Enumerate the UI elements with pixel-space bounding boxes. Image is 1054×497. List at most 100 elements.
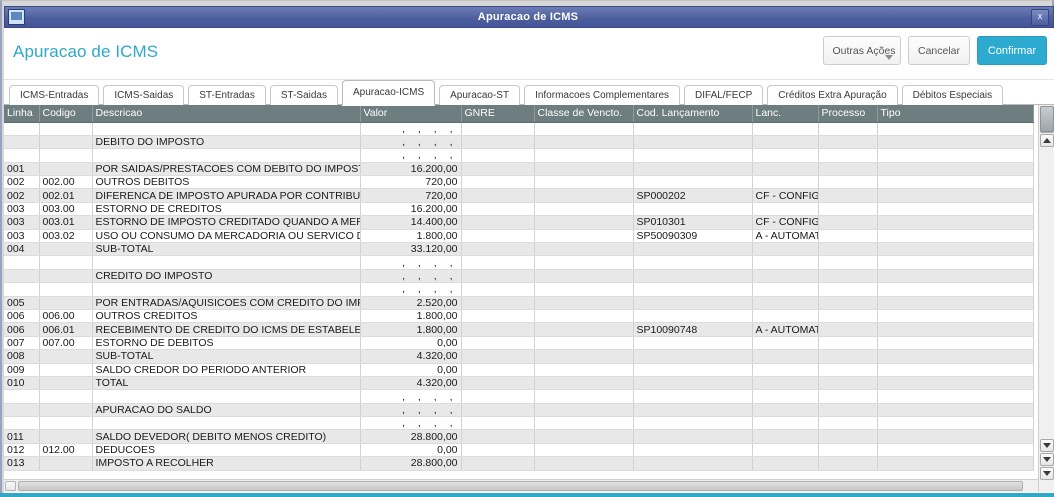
cell-processo[interactable] bbox=[818, 429, 878, 444]
column-header-lanc[interactable]: Lanc. bbox=[752, 105, 819, 123]
cell-codigo[interactable] bbox=[39, 282, 93, 297]
table-row[interactable]: , , , , bbox=[4, 389, 1034, 404]
cell-processo[interactable] bbox=[818, 363, 878, 377]
cell-cod_lanc[interactable]: SP000202 bbox=[633, 188, 753, 203]
cell-lanc[interactable] bbox=[752, 456, 819, 471]
cell-descricao[interactable]: OUTROS CREDITOS bbox=[92, 309, 361, 324]
cell-processo[interactable] bbox=[818, 349, 878, 364]
cell-codigo[interactable] bbox=[39, 349, 93, 364]
tab-apuracao-st[interactable]: Apuracao-ST bbox=[439, 85, 521, 105]
cell-gnre[interactable] bbox=[461, 135, 535, 150]
cell-descricao[interactable]: ESTORNO DE DEBITOS bbox=[92, 336, 361, 351]
cell-classe[interactable] bbox=[534, 135, 634, 150]
cell-classe[interactable] bbox=[534, 162, 634, 177]
cell-tipo[interactable] bbox=[877, 148, 1034, 163]
cell-processo[interactable] bbox=[818, 296, 878, 310]
cell-lanc[interactable] bbox=[752, 296, 819, 310]
cell-gnre[interactable] bbox=[461, 255, 535, 270]
cell-linha[interactable] bbox=[4, 403, 40, 418]
horizontal-scroll-thumb[interactable] bbox=[18, 481, 1023, 491]
cell-tipo[interactable] bbox=[877, 322, 1034, 337]
cell-linha[interactable]: 003 bbox=[4, 229, 40, 244]
cell-valor[interactable]: , , , , bbox=[360, 389, 462, 404]
line-up-button[interactable] bbox=[1039, 134, 1054, 147]
cell-lanc[interactable] bbox=[752, 282, 819, 297]
cell-descricao[interactable]: IMPOSTO A RECOLHER bbox=[92, 456, 361, 471]
cell-lanc[interactable] bbox=[752, 376, 819, 391]
cell-cod_lanc[interactable] bbox=[633, 443, 753, 458]
cell-classe[interactable] bbox=[534, 429, 634, 444]
tab-informacoes-complementares[interactable]: Informacoes Complementares bbox=[524, 85, 681, 105]
cell-linha[interactable] bbox=[4, 282, 40, 297]
cell-cod_lanc[interactable]: SP010301 bbox=[633, 215, 753, 230]
cell-codigo[interactable] bbox=[39, 389, 93, 404]
cell-cod_lanc[interactable] bbox=[633, 296, 753, 310]
tab-difal-fecp[interactable]: DIFAL/FECP bbox=[684, 85, 764, 105]
cell-classe[interactable] bbox=[534, 416, 634, 431]
cell-codigo[interactable]: 002.00 bbox=[39, 175, 93, 190]
cell-processo[interactable] bbox=[818, 443, 878, 458]
cell-lanc[interactable] bbox=[752, 363, 819, 377]
cell-linha[interactable]: 012 bbox=[4, 443, 40, 458]
cell-gnre[interactable] bbox=[461, 429, 535, 444]
cell-processo[interactable] bbox=[818, 389, 878, 404]
cell-valor[interactable]: 1.800,00 bbox=[360, 322, 462, 337]
scroll-bottom-button[interactable] bbox=[1040, 467, 1054, 480]
cell-descricao[interactable]: POR ENTRADAS/AQUISICOES COM CREDITO DO I… bbox=[92, 296, 361, 310]
cell-gnre[interactable] bbox=[461, 416, 535, 431]
cell-codigo[interactable] bbox=[39, 403, 93, 418]
cell-gnre[interactable] bbox=[461, 202, 535, 217]
cell-descricao[interactable]: TOTAL bbox=[92, 376, 361, 391]
cell-valor[interactable]: 0,00 bbox=[360, 443, 462, 458]
table-row[interactable]: DEBITO DO IMPOSTO, , , , bbox=[4, 135, 1034, 150]
cell-tipo[interactable] bbox=[877, 282, 1034, 297]
table-row[interactable]: 005 POR ENTRADAS/AQUISICOES COM CREDITO D… bbox=[4, 296, 1034, 310]
table-row[interactable]: 006 006.01 RECEBIMENTO DE CREDITO DO ICMS … bbox=[4, 322, 1034, 337]
table-row[interactable]: 003 003.00 ESTORNO DE CREDITOS 16.200,00 bbox=[4, 202, 1034, 217]
cell-cod_lanc[interactable] bbox=[633, 416, 753, 431]
cell-descricao[interactable] bbox=[92, 389, 361, 404]
cell-cod_lanc[interactable] bbox=[633, 255, 753, 270]
tab-st-entradas[interactable]: ST-Entradas bbox=[188, 85, 266, 105]
cell-linha[interactable]: 002 bbox=[4, 175, 40, 190]
cell-lanc[interactable] bbox=[752, 162, 819, 177]
cell-lanc[interactable] bbox=[752, 429, 819, 444]
table-row[interactable]: CREDITO DO IMPOSTO, , , , bbox=[4, 269, 1034, 284]
cell-codigo[interactable] bbox=[39, 376, 93, 391]
cell-codigo[interactable] bbox=[39, 456, 93, 471]
cell-codigo[interactable] bbox=[39, 363, 93, 377]
cell-codigo[interactable] bbox=[39, 122, 93, 136]
cell-processo[interactable] bbox=[818, 148, 878, 163]
cell-linha[interactable] bbox=[4, 389, 40, 404]
cell-cod_lanc[interactable] bbox=[633, 202, 753, 217]
table-row[interactable]: 002 002.00 OUTROS DEBITOS 720,00 bbox=[4, 175, 1034, 190]
vertical-scrollbar[interactable] bbox=[1038, 105, 1054, 492]
cell-codigo[interactable] bbox=[39, 135, 93, 150]
column-header-tipo[interactable]: Tipo bbox=[877, 105, 1034, 123]
cell-valor[interactable]: 16.200,00 bbox=[360, 162, 462, 177]
scroll-left-button[interactable] bbox=[5, 481, 16, 491]
cell-processo[interactable] bbox=[818, 135, 878, 150]
cell-classe[interactable] bbox=[534, 148, 634, 163]
cell-tipo[interactable] bbox=[877, 175, 1034, 190]
cell-lanc[interactable] bbox=[752, 403, 819, 418]
table-row[interactable]: 001 POR SAIDAS/PRESTACOES COM DEBITO DO I… bbox=[4, 162, 1034, 177]
cell-tipo[interactable] bbox=[877, 229, 1034, 244]
cell-descricao[interactable]: RECEBIMENTO DE CREDITO DO ICMS DE ESTABE… bbox=[92, 322, 361, 337]
table-row[interactable]: , , , , bbox=[4, 148, 1034, 163]
cell-lanc[interactable]: A - AUTOMAT bbox=[752, 229, 819, 244]
tab-apuracao-icms[interactable]: Apuracao-ICMS bbox=[342, 80, 436, 105]
cell-classe[interactable] bbox=[534, 175, 634, 190]
cell-linha[interactable]: 002 bbox=[4, 188, 40, 203]
column-header-valor[interactable]: Valor bbox=[360, 105, 462, 123]
cell-linha[interactable] bbox=[4, 416, 40, 431]
cell-gnre[interactable] bbox=[461, 336, 535, 351]
cell-descricao[interactable]: OUTROS DEBITOS bbox=[92, 175, 361, 190]
cell-cod_lanc[interactable] bbox=[633, 148, 753, 163]
cell-codigo[interactable]: 006.01 bbox=[39, 322, 93, 337]
cell-classe[interactable] bbox=[534, 389, 634, 404]
cell-lanc[interactable]: A - AUTOMAT bbox=[752, 322, 819, 337]
cell-tipo[interactable] bbox=[877, 188, 1034, 203]
cell-processo[interactable] bbox=[818, 202, 878, 217]
cell-lanc[interactable] bbox=[752, 416, 819, 431]
